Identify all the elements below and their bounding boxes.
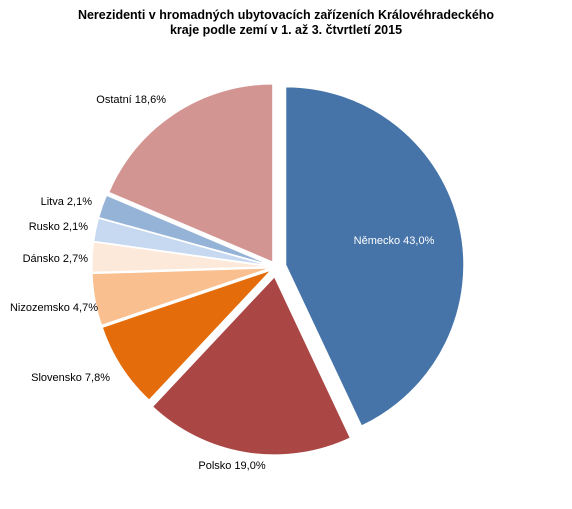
- data-label-dánsko: Dánsko 2,7%: [23, 253, 89, 265]
- data-label-ostatní: Ostatní 18,6%: [96, 94, 166, 106]
- pie-slice-polsko: [151, 275, 351, 456]
- pie-slice-slovensko: [101, 269, 272, 401]
- pie-slice-nizozemsko: [91, 267, 271, 326]
- pie-slice-litva: [98, 194, 271, 266]
- pie-slice-německo: [285, 86, 465, 427]
- data-label-německo: Německo 43,0%: [354, 235, 435, 247]
- data-label-polsko: Polsko 19,0%: [198, 460, 265, 472]
- pie-slice-rusko: [93, 217, 271, 267]
- chart-title: Nerezidenti v hromadných ubytovacích zař…: [77, 8, 495, 37]
- pie-slice-ostatní: [108, 83, 274, 263]
- data-label-litva: Litva 2,1%: [41, 196, 93, 208]
- pie-slice-dánsko: [91, 241, 271, 273]
- data-label-rusko: Rusko 2,1%: [29, 221, 89, 233]
- data-label-nizozemsko: Nizozemsko 4,7%: [10, 302, 98, 314]
- data-label-slovensko: Slovensko 7,8%: [31, 372, 110, 384]
